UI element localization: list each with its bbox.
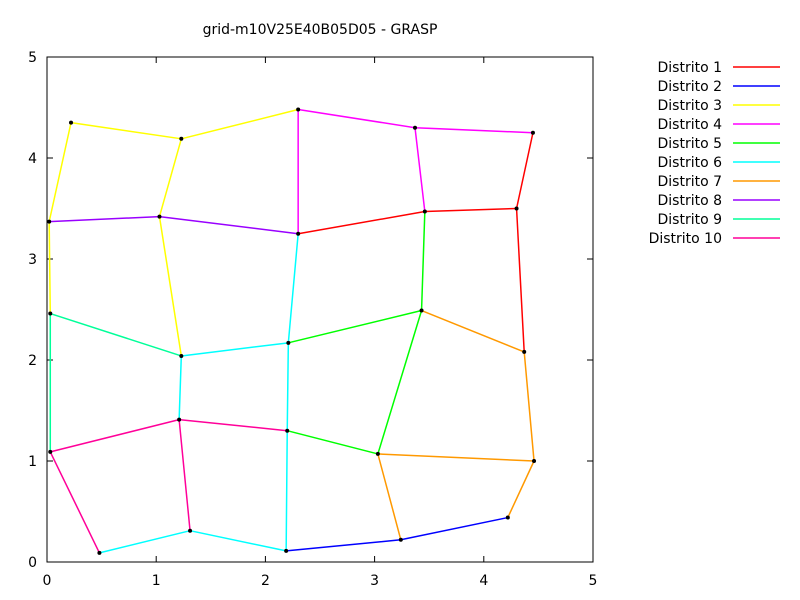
district-6-edge	[287, 233, 299, 344]
vertex-point	[522, 349, 527, 354]
district-9-edge	[49, 312, 183, 357]
vertex-point	[157, 214, 162, 219]
district-2-edge	[400, 516, 509, 541]
district-5-edge	[420, 210, 426, 312]
district-7-edge	[377, 453, 402, 541]
vertices	[47, 107, 537, 555]
district-10-edge	[178, 418, 191, 532]
district-7-edge	[420, 309, 525, 353]
legend-label: Distrito 5	[657, 136, 722, 152]
vertex-point	[286, 340, 291, 345]
y-tick-label: 0	[28, 555, 37, 571]
y-tick-label: 1	[28, 454, 37, 470]
district-6-edge	[189, 529, 287, 552]
district-10-edge	[49, 418, 180, 453]
district-3-edge	[158, 138, 183, 218]
district-4-edge	[297, 108, 416, 129]
district-edges	[48, 108, 535, 554]
district-1-edge	[424, 207, 518, 213]
district-7-edge	[507, 460, 535, 519]
district-7-edge	[377, 453, 535, 462]
vertex-point	[530, 130, 535, 135]
legend: Distrito 1 Distrito 2 Distrito 3 Distrito 4…	[649, 60, 780, 247]
vertex-point	[419, 308, 424, 313]
y-tick-label: 2	[28, 353, 37, 369]
vertex-point	[296, 231, 301, 236]
vertex-point	[285, 428, 290, 433]
legend-label: Distrito 1	[657, 60, 722, 76]
legend-label: Distrito 3	[657, 98, 722, 114]
district-8-edge	[158, 215, 299, 235]
legend-label: Distrito 7	[657, 174, 722, 190]
district-3-edge	[180, 108, 299, 140]
x-tick-label: 5	[589, 573, 598, 589]
legend-label: Distrito 2	[657, 79, 722, 95]
vertex-point	[47, 219, 52, 224]
district-8-edge	[48, 215, 161, 223]
legend-label: Distrito 10	[649, 231, 722, 247]
x-tick-label: 2	[261, 573, 270, 589]
district-1-edge	[297, 210, 426, 235]
chart-title: grid-m10V25E40B05D05 - GRASP	[203, 22, 438, 38]
y-tick-label: 3	[28, 252, 37, 268]
district-5-edge	[287, 309, 423, 344]
vertex-point	[398, 537, 403, 542]
district-4-edge	[414, 126, 534, 134]
district-1-edge	[515, 207, 525, 353]
vertex-point	[296, 107, 301, 112]
district-3-edge	[48, 121, 72, 223]
vertex-point	[422, 209, 427, 214]
vertex-point	[514, 206, 519, 211]
x-tick-label: 1	[152, 573, 161, 589]
x-tick-label: 0	[43, 573, 52, 589]
y-tick-label: 4	[28, 151, 37, 167]
district-10-edge	[178, 418, 288, 432]
vertex-point	[413, 125, 418, 130]
legend-label: Distrito 4	[657, 117, 722, 133]
district-3-edge	[48, 220, 52, 315]
district-6-edge	[98, 529, 191, 554]
vertex-point	[375, 451, 380, 456]
district-4-edge	[414, 126, 426, 213]
vertex-point	[97, 550, 102, 555]
district-10-edge	[49, 451, 101, 554]
vertex-point	[177, 417, 182, 422]
district-6-edge	[285, 429, 288, 552]
district-3-edge	[158, 215, 183, 357]
district-3-edge	[70, 121, 183, 140]
vertex-point	[48, 449, 53, 454]
district-6-edge	[178, 355, 183, 421]
vertex-point	[179, 136, 184, 141]
district-1-edge	[515, 132, 534, 210]
vertex-point	[532, 459, 537, 463]
district-5-edge	[377, 309, 423, 455]
y-tick-label: 5	[28, 50, 37, 66]
vertex-point	[284, 548, 289, 553]
x-tick-label: 4	[479, 573, 488, 589]
district-2-edge	[285, 539, 402, 552]
district-6-edge	[286, 342, 290, 432]
vertex-point	[179, 353, 184, 358]
legend-label: Distrito 8	[657, 193, 722, 209]
district-5-edge	[286, 429, 379, 455]
legend-label: Distrito 9	[657, 212, 722, 228]
district-7-edge	[523, 351, 535, 462]
plot-frame	[46, 56, 594, 563]
legend-label: Distrito 6	[657, 155, 722, 171]
district-6-edge	[180, 342, 290, 357]
x-tick-label: 3	[370, 573, 379, 589]
vertex-point	[505, 515, 510, 520]
vertex-point	[69, 120, 74, 125]
vertex-point	[188, 528, 193, 533]
vertex-point	[48, 311, 53, 316]
